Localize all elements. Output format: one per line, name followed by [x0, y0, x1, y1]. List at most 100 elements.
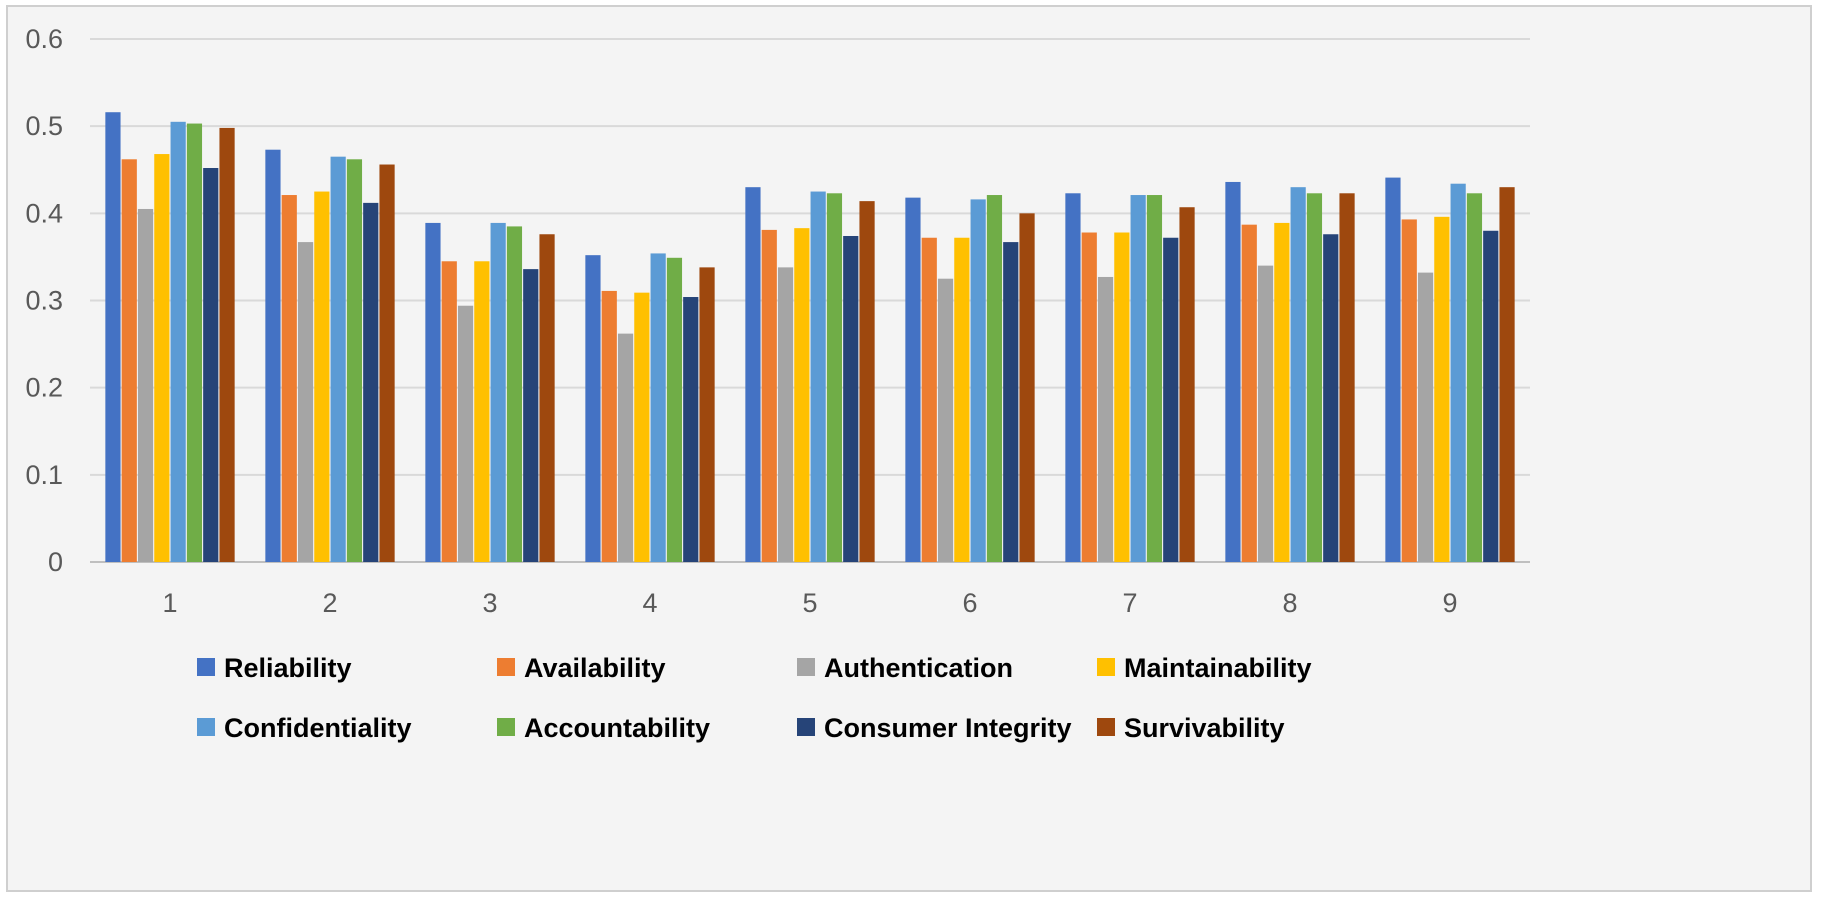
bar-accountability-1 [186, 123, 203, 562]
bar-confidentiality-1 [170, 121, 186, 562]
bars [105, 112, 1515, 563]
legend-swatch-maintainability [1097, 658, 1115, 676]
legend-label-reliability: Reliability [224, 653, 352, 683]
bar-reliability-7 [1065, 193, 1081, 562]
bar-availability-7 [1081, 232, 1097, 562]
bar-confidentiality-5 [810, 191, 826, 562]
bar-accountability-2 [346, 159, 363, 563]
legend-swatch-reliability [197, 658, 215, 676]
legend-label-confidentiality: Confidentiality [224, 713, 412, 743]
bar-authentication-1 [137, 208, 154, 562]
bar-confidentiality-2 [330, 156, 346, 563]
x-tick-label: 5 [802, 588, 817, 618]
bar-consumer-integrity-3 [523, 269, 539, 562]
bar-survivability-7 [1179, 207, 1195, 562]
bar-availability-2 [281, 195, 297, 563]
x-tick-label: 9 [1442, 588, 1457, 618]
legend-swatch-confidentiality [197, 718, 215, 736]
bar-survivability-9 [1499, 187, 1515, 562]
bar-maintainability-7 [1114, 232, 1130, 562]
y-tick-label: 0.4 [25, 198, 63, 228]
x-tick-label: 2 [322, 588, 337, 618]
bar-reliability-2 [265, 149, 281, 562]
bar-authentication-5 [777, 267, 794, 562]
bar-survivability-8 [1339, 193, 1355, 562]
legend-swatch-consumer-integrity [797, 718, 815, 736]
bar-reliability-6 [905, 197, 921, 563]
bar-consumer-integrity-4 [683, 297, 699, 562]
bar-maintainability-2 [314, 191, 330, 562]
bar-maintainability-3 [474, 261, 490, 562]
legend-swatch-availability [497, 658, 515, 676]
legend-label-consumer-integrity: Consumer Integrity [824, 713, 1072, 743]
bar-authentication-2 [297, 242, 314, 562]
bar-accountability-8 [1306, 193, 1323, 562]
legend-swatch-authentication [797, 658, 815, 676]
bar-consumer-integrity-6 [1003, 242, 1019, 562]
bar-survivability-3 [539, 234, 555, 562]
bar-confidentiality-9 [1450, 183, 1466, 563]
x-tick-label: 6 [962, 588, 977, 618]
y-tick-label: 0.3 [25, 286, 63, 316]
bar-maintainability-9 [1434, 216, 1450, 562]
y-axis-ticks: 0 0.1 0.2 0.3 0.4 0.5 0.6 [25, 24, 63, 577]
bar-authentication-6 [937, 278, 954, 562]
bar-accountability-4 [666, 257, 683, 562]
x-tick-label: 3 [482, 588, 497, 618]
bar-authentication-3 [457, 305, 474, 562]
bar-reliability-5 [745, 187, 761, 562]
x-tick-label: 8 [1282, 588, 1297, 618]
bar-confidentiality-3 [490, 222, 506, 562]
bar-availability-5 [761, 229, 777, 562]
x-tick-label: 1 [162, 588, 177, 618]
x-tick-label: 7 [1122, 588, 1137, 618]
bar-reliability-4 [585, 255, 601, 562]
bar-authentication-7 [1097, 276, 1114, 562]
bar-survivability-6 [1019, 213, 1035, 563]
bar-availability-4 [601, 290, 617, 562]
y-tick-label: 0.1 [25, 460, 63, 490]
bar-survivability-4 [699, 267, 715, 562]
legend: Reliability Availability Authentication Mai… [197, 653, 1312, 743]
bar-accountability-3 [506, 226, 523, 563]
bar-availability-3 [441, 261, 457, 562]
bar-availability-1 [121, 159, 137, 563]
x-axis-ticks: 1 2 3 4 5 6 7 8 9 [162, 588, 1457, 618]
bar-survivability-5 [859, 201, 875, 562]
bar-availability-8 [1241, 224, 1257, 563]
bar-accountability-7 [1146, 195, 1163, 563]
bar-maintainability-8 [1274, 222, 1290, 562]
bar-consumer-integrity-9 [1483, 230, 1499, 562]
bar-authentication-8 [1257, 265, 1274, 562]
bar-authentication-4 [617, 333, 634, 562]
bar-confidentiality-8 [1290, 187, 1306, 562]
bar-availability-9 [1401, 219, 1417, 562]
bar-reliability-1 [105, 112, 121, 562]
y-tick-label: 0.2 [25, 373, 63, 403]
y-tick-label: 0.5 [25, 111, 63, 141]
bar-confidentiality-7 [1130, 195, 1146, 563]
legend-label-authentication: Authentication [824, 653, 1013, 683]
bar-authentication-9 [1417, 272, 1434, 562]
bar-maintainability-5 [794, 228, 810, 562]
legend-swatch-survivability [1097, 718, 1115, 736]
bar-maintainability-6 [954, 237, 970, 563]
bar-availability-6 [921, 237, 937, 563]
bar-consumer-integrity-7 [1163, 237, 1179, 563]
bar-accountability-6 [986, 195, 1003, 563]
bar-survivability-2 [379, 164, 395, 562]
y-tick-label: 0.6 [25, 24, 63, 54]
x-tick-label: 4 [642, 588, 657, 618]
bar-maintainability-1 [154, 154, 170, 562]
bar-confidentiality-6 [970, 199, 986, 563]
bar-accountability-9 [1466, 193, 1483, 562]
legend-swatch-accountability [497, 718, 515, 736]
bar-reliability-3 [425, 222, 441, 562]
legend-label-availability: Availability [524, 653, 666, 683]
bar-reliability-9 [1385, 177, 1401, 562]
bar-consumer-integrity-8 [1323, 234, 1339, 562]
bar-consumer-integrity-1 [203, 168, 219, 563]
bar-consumer-integrity-2 [363, 202, 379, 562]
bar-confidentiality-4 [650, 253, 666, 562]
